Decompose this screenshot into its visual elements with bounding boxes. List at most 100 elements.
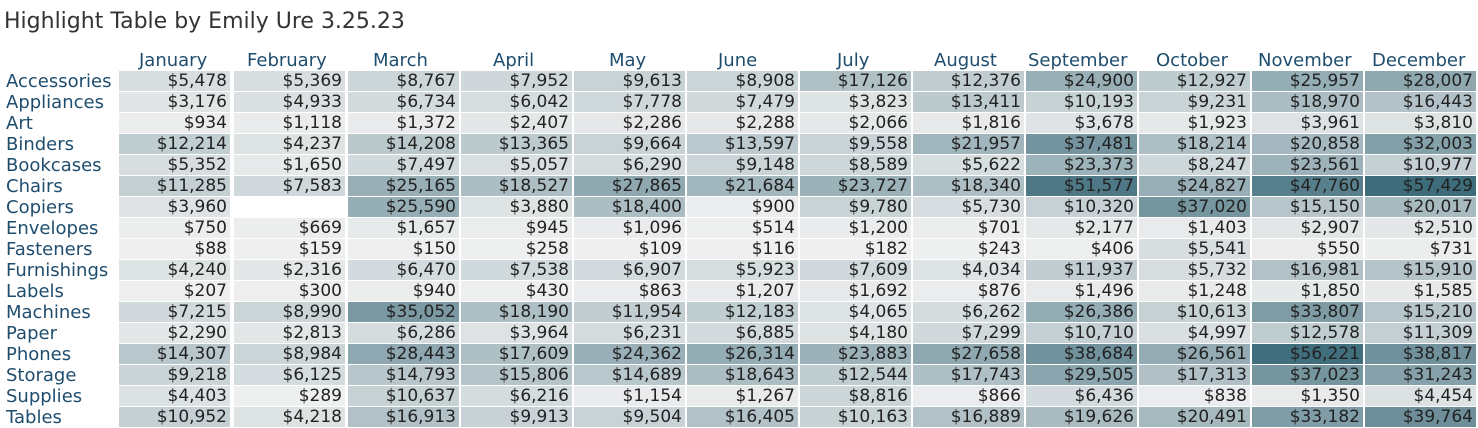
- table-cell: $4,997: [1139, 323, 1250, 343]
- table-cell: $37,481: [1026, 134, 1137, 154]
- table-cell: $28,443: [348, 344, 459, 364]
- table-cell: $243: [913, 239, 1024, 259]
- table-cell: $57,429: [1365, 176, 1476, 196]
- table-cell: $38,817: [1365, 344, 1476, 364]
- table-cell: [234, 197, 345, 217]
- table-cell: $6,125: [234, 365, 345, 385]
- table-cell: $7,299: [913, 323, 1024, 343]
- table-cell: $2,288: [687, 113, 798, 133]
- table-cell: $8,908: [687, 71, 798, 91]
- table-cell: $1,403: [1139, 218, 1250, 238]
- table-cell: $18,527: [461, 176, 572, 196]
- table-cell: $9,913: [461, 407, 572, 427]
- table-cell: $3,823: [800, 92, 911, 112]
- table-cell: $20,858: [1252, 134, 1363, 154]
- table-cell: $18,190: [461, 302, 572, 322]
- table-cell: $10,977: [1365, 155, 1476, 175]
- table-cell: $11,309: [1365, 323, 1476, 343]
- table-cell: $38,684: [1026, 344, 1137, 364]
- table-cell: $3,964: [461, 323, 572, 343]
- row-label: Fasteners: [6, 239, 93, 260]
- table-cell: $4,218: [234, 407, 345, 427]
- table-cell: $207: [119, 281, 230, 301]
- table-cell: $3,678: [1026, 113, 1137, 133]
- table-cell: $27,865: [574, 176, 685, 196]
- row-label: Tables: [6, 407, 62, 428]
- table-cell: $406: [1026, 239, 1137, 259]
- table-row: Paper $2,290 $2,813 $6,286 $3,964 $6,231 $6,88…: [0, 323, 1478, 344]
- table-cell: $1,657: [348, 218, 459, 238]
- table-cell: $2,316: [234, 260, 345, 280]
- table-cell: $12,544: [800, 365, 911, 385]
- row-label: Chairs: [6, 176, 63, 197]
- table-cell: $26,561: [1139, 344, 1250, 364]
- table-cell: $17,126: [800, 71, 911, 91]
- table-cell: $9,780: [800, 197, 911, 217]
- table-cell: $18,214: [1139, 134, 1250, 154]
- table-cell: $10,193: [1026, 92, 1137, 112]
- table-cell: $1,350: [1252, 386, 1363, 406]
- table-cell: $182: [800, 239, 911, 259]
- table-cell: $26,386: [1026, 302, 1137, 322]
- table-cell: $28,007: [1365, 71, 1476, 91]
- row-label: Furnishings: [6, 260, 109, 281]
- column-header-december: December: [1372, 50, 1466, 71]
- table-cell: $10,163: [800, 407, 911, 427]
- table-cell: $18,400: [574, 197, 685, 217]
- table-cell: $37,023: [1252, 365, 1363, 385]
- table-cell: $13,597: [687, 134, 798, 154]
- table-cell: $88: [119, 239, 230, 259]
- table-cell: $258: [461, 239, 572, 259]
- table-cell: $430: [461, 281, 572, 301]
- table-cell: $5,730: [913, 197, 1024, 217]
- table-cell: $866: [913, 386, 1024, 406]
- table-row: Tables $10,952 $4,218 $16,913 $9,913 $9,504 $1…: [0, 407, 1478, 428]
- table-cell: $39,764: [1365, 407, 1476, 427]
- table-cell: $2,407: [461, 113, 572, 133]
- table-cell: $1,267: [687, 386, 798, 406]
- table-cell: $863: [574, 281, 685, 301]
- table-cell: $24,362: [574, 344, 685, 364]
- table-cell: $6,231: [574, 323, 685, 343]
- table-cell: $876: [913, 281, 1024, 301]
- table-cell: $838: [1139, 386, 1250, 406]
- table-cell: $5,057: [461, 155, 572, 175]
- table-row: Chairs $11,285 $7,583 $25,165 $18,527 $27,865…: [0, 176, 1478, 197]
- table-cell: $2,066: [800, 113, 911, 133]
- table-cell: $289: [234, 386, 345, 406]
- table-cell: $6,216: [461, 386, 572, 406]
- table-cell: $150: [348, 239, 459, 259]
- table-cell: $8,767: [348, 71, 459, 91]
- table-row: Binders $12,214 $4,237 $14,208 $13,365 $9,664…: [0, 134, 1478, 155]
- column-header-november: November: [1258, 50, 1352, 71]
- table-cell: $16,889: [913, 407, 1024, 427]
- table-cell: $10,613: [1139, 302, 1250, 322]
- table-cell: $4,065: [800, 302, 911, 322]
- table-cell: $7,778: [574, 92, 685, 112]
- table-cell: $29,505: [1026, 365, 1137, 385]
- table-cell: $33,807: [1252, 302, 1363, 322]
- table-cell: $6,436: [1026, 386, 1137, 406]
- table-cell: $4,933: [234, 92, 345, 112]
- table-cell: $6,042: [461, 92, 572, 112]
- table-cell: $17,743: [913, 365, 1024, 385]
- table-cell: $17,609: [461, 344, 572, 364]
- table-cell: $35,052: [348, 302, 459, 322]
- table-cell: $23,561: [1252, 155, 1363, 175]
- table-cell: $2,813: [234, 323, 345, 343]
- table-cell: $1,923: [1139, 113, 1250, 133]
- column-header-february: February: [247, 50, 327, 71]
- table-cell: $514: [687, 218, 798, 238]
- table-cell: $4,403: [119, 386, 230, 406]
- table-cell: $6,907: [574, 260, 685, 280]
- table-cell: $25,957: [1252, 71, 1363, 91]
- table-cell: $13,411: [913, 92, 1024, 112]
- table-cell: $16,913: [348, 407, 459, 427]
- row-label: Labels: [6, 281, 64, 302]
- table-cell: $7,609: [800, 260, 911, 280]
- table-cell: $20,491: [1139, 407, 1250, 427]
- table-cell: $2,907: [1252, 218, 1363, 238]
- table-cell: $16,981: [1252, 260, 1363, 280]
- table-cell: $750: [119, 218, 230, 238]
- table-cell: $7,583: [234, 176, 345, 196]
